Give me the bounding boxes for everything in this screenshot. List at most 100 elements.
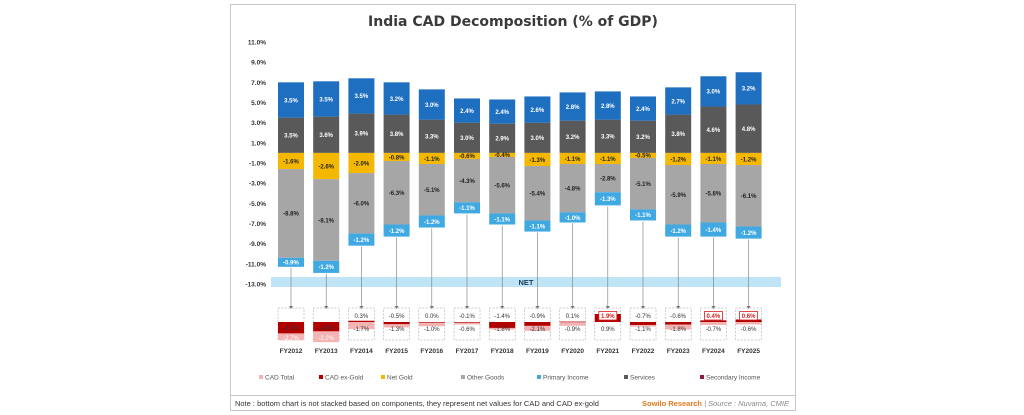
cad-ex-gold-label: 0.3% [355,314,369,320]
highlight-box [739,311,759,321]
data-label: -1.2% [741,231,757,237]
arrow-head [429,306,434,309]
data-label: -0.5% [635,154,651,160]
bar-other-goods [630,157,656,210]
bar-other-goods [383,160,410,225]
cad-total-label: -1.7% [354,327,370,333]
data-label: -1.0% [565,216,581,222]
legend-swatch [461,375,465,379]
bar-secondary-income [665,87,692,115]
bar-cad-total [418,322,445,327]
bar-primary-income [524,220,551,232]
bar-secondary-income [524,96,551,123]
bar-secondary-income [594,91,621,120]
legend-swatch [700,375,704,379]
cad-ex-gold-label: 0.1% [566,314,580,320]
bar-primary-income [665,224,692,237]
net-band [271,276,781,288]
bar-other-goods [665,165,692,225]
bar-primary-income [278,257,304,267]
arrow-head [746,306,751,309]
x-tick-label: FY2013 [315,348,338,355]
arrow-head [324,306,329,309]
bar-net-gold [630,152,656,158]
data-label: -1.1% [706,157,722,163]
legend-label: CAD Total [265,375,295,382]
data-label: 2.4% [460,109,474,115]
net-band-label: NET [519,278,534,287]
cad-ex-gold-label: -0.7% [635,314,651,320]
data-label: 3.0% [460,136,474,142]
data-label: 3.9% [355,132,369,138]
bar-primary-income [348,233,375,246]
data-label: -1.1% [530,224,546,230]
x-tick-label: FY2017 [456,348,479,355]
bar-cad-ex-gold [383,322,410,325]
data-label: -2.8% [600,176,616,182]
arrow-head [641,306,645,309]
data-label: -5.1% [635,182,651,188]
data-label: -6.0% [354,202,370,208]
data-label: 3.2% [566,135,580,141]
cad-ex-gold-label: 0.0% [425,314,439,320]
bar-services [559,120,586,153]
y-tick-label: -1.0% [249,161,266,168]
bar-cad-total [735,322,762,325]
bar-net-gold [383,152,410,161]
legend-label: Net Gold [387,375,413,382]
bar-net-gold [418,152,445,165]
data-label: -0.9% [283,261,299,267]
bar-net-gold [700,152,727,165]
x-tick-label: FY2025 [737,348,760,355]
data-label: 3.8% [390,132,404,138]
legend-label: CAD ex-Gold [325,375,364,382]
cad-ex-gold-label: 0.6% [742,314,756,320]
data-label: -2.6% [318,164,334,170]
data-label: -1.1% [565,157,581,163]
data-label: 3.6% [319,133,333,139]
data-label: -8.8% [283,212,299,218]
bar-secondary-income [735,72,762,105]
data-label: 4.8% [742,127,756,133]
data-label: -1.6% [283,159,299,165]
data-label: -5.1% [424,188,440,194]
bar-secondary-income [630,96,656,121]
data-label: -1.2% [354,238,370,244]
bar-secondary-income [454,98,480,123]
cad-ex-gold-label: -0.5% [389,314,405,320]
bottom-slot-outline [594,307,622,341]
data-label: -8.1% [318,218,334,224]
cad-ex-gold-label: -0.9% [530,314,546,320]
bar-other-goods [735,165,762,227]
source-text: | Source : Nuvama, CMIE [702,399,789,408]
data-label: 4.6% [707,128,721,134]
data-label: -2.0% [354,161,370,167]
bar-primary-income [418,215,445,228]
arrow-head [289,306,293,309]
brand-name: Sowilo Research [641,399,703,408]
bar-cad-total [665,322,692,330]
bar-net-gold [559,152,586,165]
bar-services [594,119,621,153]
data-label: -1.1% [494,217,510,223]
data-label: 3.5% [284,98,298,104]
bar-secondary-income [383,82,410,115]
data-label: -4.3% [459,179,475,185]
cad-total-label: -1.0% [424,327,440,333]
y-tick-label: -13.0% [245,282,266,289]
highlight-box [703,311,723,321]
y-tick-label: 1.0% [251,140,266,147]
arrow-head [394,306,399,309]
bar-primary-income [594,192,621,206]
data-label: -1.2% [670,157,686,163]
bar-cad-ex-gold [700,320,727,322]
data-label: -1.2% [389,229,405,235]
bar-cad-total [383,322,410,328]
arrow-head [500,306,505,309]
data-label: 2.8% [601,104,615,110]
legend-swatch [319,375,323,379]
bar-other-goods [348,173,375,234]
bar-primary-income [454,202,480,214]
bar-services [313,116,340,153]
data-label: 3.3% [601,135,615,141]
